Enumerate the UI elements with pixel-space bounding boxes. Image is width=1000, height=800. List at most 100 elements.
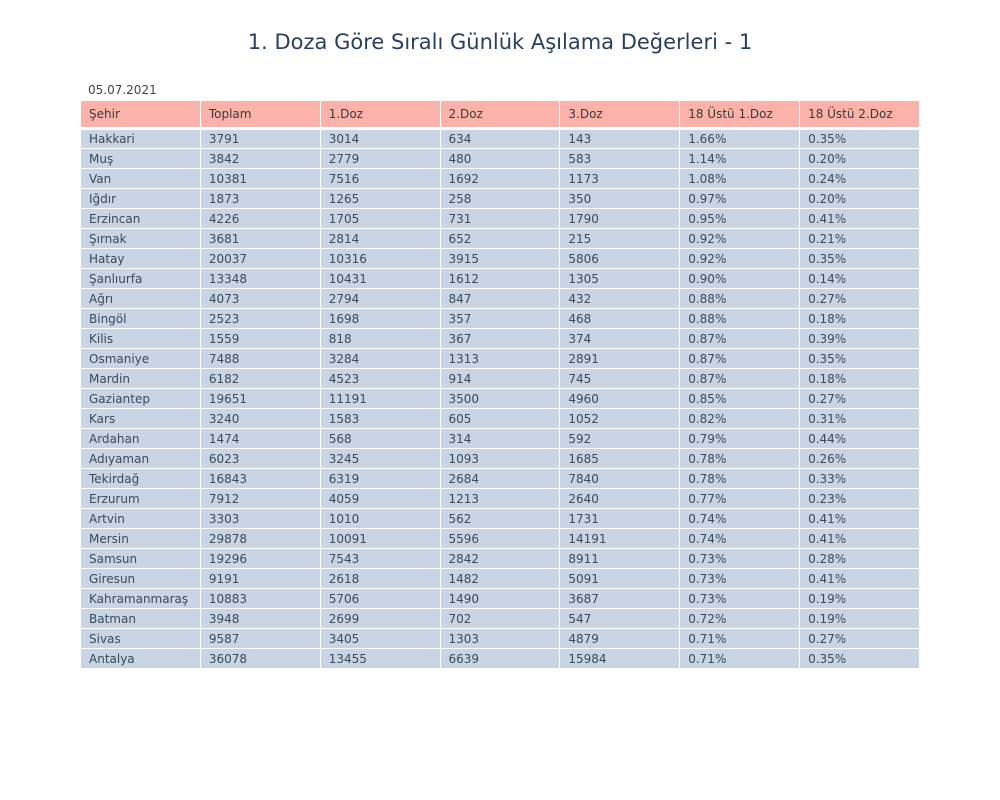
table-cell: 1698	[319, 308, 441, 329]
table-row: Adıyaman 6023 3245 1093 1685 0.78% 0.26%	[80, 448, 920, 469]
table-cell: Van	[80, 168, 201, 189]
table-cell: 36078	[199, 648, 321, 669]
data-table: Şehir Toplam 1.Doz 2.Doz 3.Doz 18 Üstü 1.Doz 1…	[80, 100, 920, 669]
table-cell: 215	[559, 228, 681, 249]
table-cell: 143	[559, 127, 681, 149]
table-cell: 4073	[199, 288, 321, 309]
table-cell: 7543	[319, 548, 441, 569]
table-row: Şanlıurfa 13348 10431 1612 1305 0.90% 0.14%	[80, 268, 920, 289]
table-cell: 3303	[199, 508, 321, 529]
table-cell: 1052	[559, 408, 681, 429]
table-cell: 3915	[439, 248, 561, 269]
table-cell: 4879	[559, 628, 681, 649]
table-row: Kars 3240 1583 605 1052 0.82% 0.31%	[80, 408, 920, 429]
table-cell: 13348	[199, 268, 321, 289]
table-cell: 4226	[199, 208, 321, 229]
table-cell: 2699	[319, 608, 441, 629]
table-cell: 350	[559, 188, 681, 209]
table-cell: Erzincan	[80, 208, 201, 229]
table-cell: 0.77%	[679, 488, 801, 509]
table-cell: Kilis	[80, 328, 201, 349]
table-cell: 605	[439, 408, 561, 429]
table-cell: 1265	[319, 188, 441, 209]
table-cell: 15984	[559, 648, 681, 669]
column-header: 3.Doz	[559, 100, 681, 129]
table-cell: 0.71%	[679, 628, 801, 649]
table-cell: 2523	[199, 308, 321, 329]
table-cell: 0.24%	[799, 168, 920, 189]
table-cell: 3687	[559, 588, 681, 609]
table-cell: 634	[439, 127, 561, 149]
column-header: Toplam	[199, 100, 321, 129]
table-row: Kahramanmaraş 10883 5706 1490 3687 0.73% 0.19%	[80, 588, 920, 609]
table-cell: 1612	[439, 268, 561, 289]
table-cell: 847	[439, 288, 561, 309]
table-cell: 583	[559, 148, 681, 169]
table-cell: 0.73%	[679, 548, 801, 569]
table-cell: 0.28%	[799, 548, 920, 569]
table-cell: 568	[319, 428, 441, 449]
table-row: Tekirdağ 16843 6319 2684 7840 0.78% 0.33%	[80, 468, 920, 489]
table-cell: 6023	[199, 448, 321, 469]
table-cell: 0.18%	[799, 308, 920, 329]
table-cell: 0.78%	[679, 448, 801, 469]
table-cell: 1213	[439, 488, 561, 509]
table-cell: 3500	[439, 388, 561, 409]
table-cell: 1474	[199, 428, 321, 449]
table-cell: 1305	[559, 268, 681, 289]
table-cell: 1692	[439, 168, 561, 189]
table-cell: 0.92%	[679, 228, 801, 249]
table-row: Şırnak 3681 2814 652 215 0.92% 0.21%	[80, 228, 920, 249]
table-cell: 0.19%	[799, 608, 920, 629]
table-cell: Gaziantep	[80, 388, 201, 409]
table-cell: 0.41%	[799, 508, 920, 529]
table-cell: 592	[559, 428, 681, 449]
table-row: Erzincan 4226 1705 731 1790 0.95% 0.41%	[80, 208, 920, 229]
table-cell: 10316	[319, 248, 441, 269]
table-cell: 3791	[199, 127, 321, 149]
column-header: 18 Üstü 2.Doz	[799, 100, 920, 129]
table-cell: Osmaniye	[80, 348, 201, 369]
table-cell: 2684	[439, 468, 561, 489]
table-cell: 468	[559, 308, 681, 329]
table-cell: Samsun	[80, 548, 201, 569]
table-cell: 0.41%	[799, 208, 920, 229]
table-row: Mersin 29878 10091 5596 14191 0.74% 0.41%	[80, 528, 920, 549]
table-cell: 702	[439, 608, 561, 629]
table-cell: 0.14%	[799, 268, 920, 289]
table-cell: 480	[439, 148, 561, 169]
table-cell: 0.35%	[799, 648, 920, 669]
table-cell: 1173	[559, 168, 681, 189]
table-cell: Kars	[80, 408, 201, 429]
table-cell: 6639	[439, 648, 561, 669]
table-cell: 6182	[199, 368, 321, 389]
table-row: Bingöl 2523 1698 357 468 0.88% 0.18%	[80, 308, 920, 329]
table-cell: 0.20%	[799, 148, 920, 169]
table-cell: 0.74%	[679, 508, 801, 529]
table-cell: 2618	[319, 568, 441, 589]
table-row: Giresun 9191 2618 1482 5091 0.73% 0.41%	[80, 568, 920, 589]
table-row: Sivas 9587 3405 1303 4879 0.71% 0.27%	[80, 628, 920, 649]
table-cell: 9191	[199, 568, 321, 589]
table-cell: 19296	[199, 548, 321, 569]
table-cell: Kahramanmaraş	[80, 588, 201, 609]
table-cell: 11191	[319, 388, 441, 409]
table-cell: 3245	[319, 448, 441, 469]
table-cell: 10381	[199, 168, 321, 189]
table-cell: 0.35%	[799, 127, 920, 149]
table-cell: 7912	[199, 488, 321, 509]
date-label: 05.07.2021	[88, 83, 157, 97]
table-cell: 0.78%	[679, 468, 801, 489]
table-cell: 3405	[319, 628, 441, 649]
table-cell: 0.82%	[679, 408, 801, 429]
table-cell: Ardahan	[80, 428, 201, 449]
table-cell: 1790	[559, 208, 681, 229]
table-cell: 314	[439, 428, 561, 449]
table-cell: 0.44%	[799, 428, 920, 449]
table-cell: Mardin	[80, 368, 201, 389]
table-cell: 0.18%	[799, 368, 920, 389]
table-cell: 10091	[319, 528, 441, 549]
table-cell: Mersin	[80, 528, 201, 549]
table-row: Iğdır 1873 1265 258 350 0.97% 0.20%	[80, 188, 920, 209]
table-cell: 1685	[559, 448, 681, 469]
